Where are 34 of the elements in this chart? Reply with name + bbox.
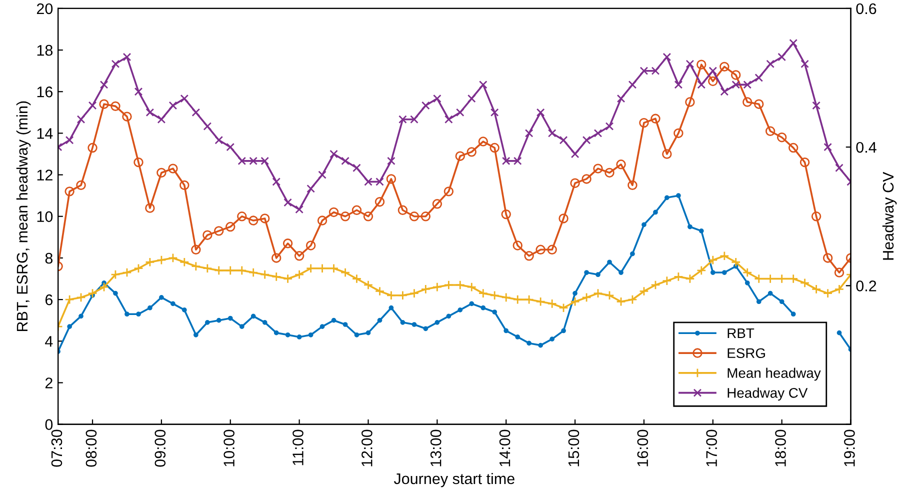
y-tick-label: 10 <box>37 211 53 222</box>
x-tick-label: 12:00 <box>362 430 372 466</box>
x-tick-label: 18:00 <box>775 430 786 466</box>
y-tick-label: 18 <box>37 44 53 56</box>
legend-label: ESRG <box>728 348 765 358</box>
x-tick-label: 15:00 <box>568 430 580 466</box>
y2-tick-label: 0.4 <box>856 142 876 153</box>
x-tick-label: 17:00 <box>706 430 718 466</box>
x-tick-label: 13:00 <box>430 430 442 466</box>
y-tick-label: 8 <box>45 252 53 264</box>
y2-tick-label: 0.2 <box>856 280 876 292</box>
x-tick-label: 16:00 <box>637 430 648 466</box>
y-tick-label: 4 <box>45 336 53 347</box>
y2-tick-label: 0.6 <box>856 3 876 14</box>
y-tick-label: 0 <box>45 419 53 430</box>
y-tick-label: 2 <box>45 378 52 388</box>
y-tick-label: 6 <box>45 294 53 306</box>
x-tick-label: 07:30 <box>51 430 62 467</box>
x-tick-label: 19:00 <box>844 430 855 466</box>
x-tick-label: 14:00 <box>499 430 510 466</box>
y-axis-title: RBT, ESRG, mean headway (min) <box>16 101 31 332</box>
y-tick-label: 16 <box>37 86 53 98</box>
legend-label: Headway CV <box>728 388 808 401</box>
x-tick-label: 11:00 <box>292 430 304 466</box>
legend-label: Mean headway <box>728 368 821 381</box>
y2-axis-title: Headway CV <box>882 172 897 260</box>
x-tick-label: 10:00 <box>224 430 234 466</box>
x-tick-label: 09:00 <box>154 430 166 467</box>
y-tick-label: 20 <box>36 3 53 14</box>
y-tick-label: 14 <box>37 128 53 139</box>
x-tick-label: 08:00 <box>86 430 97 467</box>
x-axis-title: Journey start time <box>394 472 514 488</box>
y-tick-label: 12 <box>37 170 52 180</box>
legend-label: RBT <box>728 328 754 338</box>
